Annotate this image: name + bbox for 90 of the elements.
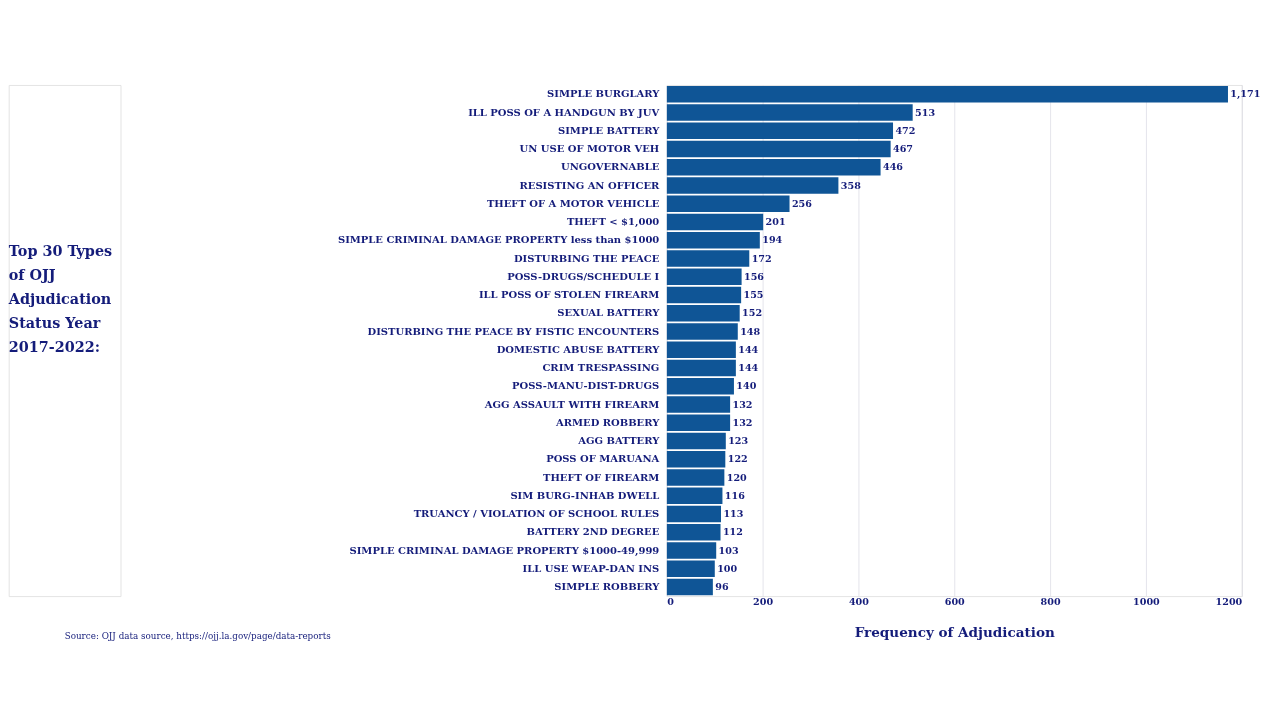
data-label: 112: [722, 526, 743, 538]
data-label: 144: [738, 362, 759, 374]
data-label: 152: [742, 307, 763, 319]
bar: [666, 578, 713, 596]
data-label: 132: [732, 398, 753, 410]
data-label: 256: [791, 197, 813, 209]
y-tick-label: POSS-DRUGS/SCHEDULE I: [507, 270, 660, 282]
x-tick-label: 600: [944, 596, 966, 608]
source-note: Source: OJJ data source, https://ojj.la.gov/page/data-reports: [64, 631, 332, 642]
y-tick-label: UN USE OF MOTOR VEH: [519, 143, 660, 155]
y-tick-label: SIMPLE BURGLARY: [547, 88, 661, 100]
y-tick-label: SIMPLE CRIMINAL DAMAGE PROPERTY $1000-49,999: [349, 544, 660, 557]
bar: [666, 451, 726, 468]
bar: [666, 414, 731, 431]
data-label: 116: [724, 489, 746, 501]
bar: [666, 323, 738, 340]
data-label: 446: [882, 161, 904, 173]
y-tick-label: RESISTING AN OFFICER: [519, 179, 660, 191]
y-tick-label: ILL POSS OF STOLEN FIREARM: [478, 289, 660, 301]
x-tick-label: 800: [1040, 596, 1061, 608]
y-tick-label: BATTERY 2ND DEGREE: [526, 526, 660, 538]
bar: [666, 341, 736, 358]
data-label: 172: [751, 252, 772, 264]
text: Top 30 Types of OJJ Adjudication Status Year 2017-2022:: [7, 242, 113, 355]
y-tick-label: UNGOVERNABLE: [560, 161, 660, 173]
data-label: 358: [840, 179, 862, 191]
y-tick-label: SIM BURG-INHAB DWELL: [510, 489, 660, 501]
data-label: 132: [732, 416, 753, 428]
y-tick-label: THEFT < $1,000: [566, 216, 660, 229]
bar: [666, 250, 750, 267]
data-label: 122: [727, 453, 748, 465]
bar: [666, 195, 790, 212]
y-tick-label: CRIM TRESPASSING: [542, 362, 660, 374]
y-tick-label: THEFT OF A MOTOR VEHICLE: [486, 197, 660, 209]
x-tick-label: 1200: [1215, 596, 1243, 608]
bar: [666, 487, 723, 505]
x-tick-label: 0: [667, 596, 675, 608]
y-tick-label: AGG ASSAULT WITH FIREARM: [483, 398, 660, 410]
y-tick-label: DOMESTIC ABUSE BATTERY: [496, 343, 661, 355]
bar: [666, 305, 740, 322]
y-tick-label: THEFT OF FIREARM: [542, 471, 660, 483]
data-label: 103: [718, 544, 739, 556]
data-label: 144: [738, 343, 759, 355]
data-label: 100: [717, 563, 738, 575]
x-tick-label: 400: [848, 596, 870, 608]
data-label: 513: [915, 106, 936, 118]
x-axis-title: Frequency of Adjudication: [854, 624, 1056, 641]
y-tick-label: TRUANCY / VIOLATION OF SCHOOL RULES: [413, 508, 660, 520]
bar: [666, 159, 881, 176]
data-label: 113: [723, 508, 744, 520]
bar: [666, 560, 715, 578]
y-tick-label: DISTURBING THE PEACE: [513, 252, 660, 264]
bar: [666, 85, 1228, 103]
bar: [666, 140, 891, 158]
data-label: 201: [765, 216, 786, 228]
bar: [666, 213, 764, 231]
y-tick-label: SEXUAL BATTERY: [557, 307, 661, 319]
data-label: 96: [715, 581, 729, 593]
data-label: 155: [743, 289, 764, 301]
bar: [666, 359, 736, 377]
y-tick-label: POSS-MANU-DIST-DRUGS: [512, 380, 660, 392]
data-label: 467: [893, 143, 914, 155]
bar: [666, 232, 760, 249]
bar: [666, 177, 839, 194]
bar: [666, 268, 742, 285]
y-tick-label: SIMPLE BATTERY: [558, 124, 661, 136]
y-tick-label: ILL POSS OF A HANDGUN BY JUV: [468, 106, 660, 118]
y-tick-label: ILL USE WEAP-DAN INS: [522, 563, 660, 575]
x-tick-label: 200: [753, 596, 774, 608]
bar: [666, 505, 722, 523]
y-tick-label: POSS OF MARUANA: [546, 453, 660, 465]
bar: [666, 469, 725, 486]
y-tick-label: SIMPLE CRIMINAL DAMAGE PROPERTY less than $1000: [337, 234, 660, 246]
data-label: 156: [744, 270, 765, 282]
bar: [666, 286, 742, 304]
data-label: 123: [728, 435, 749, 447]
data-label: 1,171: [1230, 88, 1261, 100]
data-label: 140: [736, 380, 757, 392]
x-tick-label: 1000: [1133, 596, 1161, 608]
y-tick-label: SIMPLE ROBBERY: [554, 581, 661, 593]
y-tick-label: AGG BATTERY: [577, 435, 661, 447]
y-tick-label: ARMED ROBBERY: [554, 416, 661, 428]
bar: [666, 396, 731, 413]
data-label: 148: [740, 325, 761, 337]
data-label: 194: [762, 234, 783, 246]
bar: [666, 378, 734, 395]
bar: [666, 432, 726, 450]
data-label: 472: [895, 124, 916, 136]
data-label: 120: [726, 471, 748, 483]
y-tick-label: DISTURBING THE PEACE BY FISTIC ENCOUNTERS: [367, 325, 660, 337]
